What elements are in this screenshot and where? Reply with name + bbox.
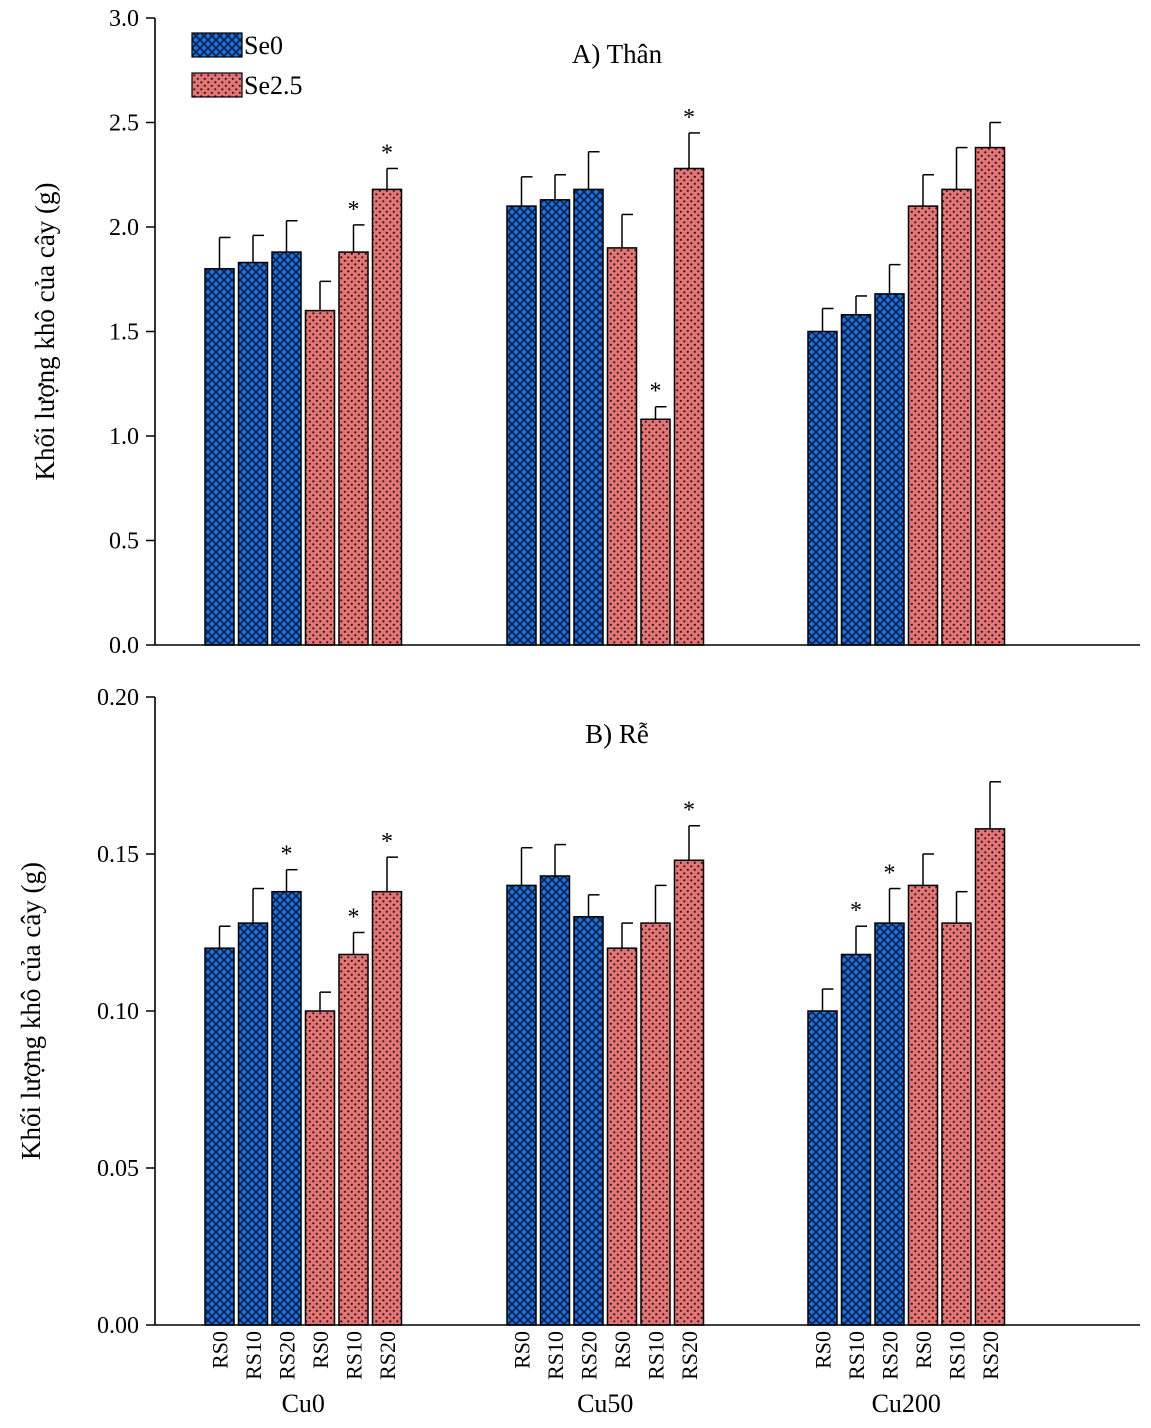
- panel-a: * * * * 0.0 0.5 1.0 1.5 2.0 2.5 3.0 Khối lượng khô …: [30, 6, 1140, 659]
- bar: [974, 828, 1006, 1326]
- y-tick-label: 0.0: [109, 633, 139, 659]
- x-axis-labels: RS0 RS10 RS20 RS0 RS10 RS20 Cu0 RS0 RS10 RS20 RS0 R…: [208, 1331, 1004, 1418]
- y-tick-label: 2.5: [109, 111, 139, 137]
- legend-swatch: [191, 72, 243, 98]
- bar: [338, 251, 369, 646]
- x-tick-label: RS0: [510, 1331, 535, 1369]
- x-tick-label: RS20: [978, 1331, 1003, 1380]
- bar: [840, 953, 872, 1326]
- bar: [204, 947, 235, 1326]
- bar: [506, 884, 537, 1326]
- significance-marker: *: [381, 829, 393, 855]
- bar: [907, 884, 939, 1326]
- bar: [874, 922, 905, 1326]
- bar: [974, 146, 1006, 646]
- bar: [237, 261, 269, 646]
- y-tick-label: 0.10: [97, 999, 139, 1025]
- bar: [573, 188, 604, 646]
- significance-marker: *: [650, 379, 662, 405]
- group-label: Cu0: [282, 1389, 325, 1418]
- bar: [506, 205, 537, 646]
- y-tick-label: 2.0: [109, 215, 139, 241]
- bar: [673, 859, 705, 1326]
- bar: [606, 247, 638, 646]
- bar: [539, 875, 571, 1326]
- x-tick-label: RS20: [375, 1331, 400, 1380]
- y-tick-label: 1.0: [109, 424, 139, 450]
- y-tick-label: 1.5: [109, 320, 139, 346]
- x-tick-label: RS0: [308, 1331, 333, 1369]
- significance-marker: *: [683, 105, 695, 131]
- bar: [204, 268, 235, 646]
- significance-marker: *: [850, 898, 862, 924]
- bar: [673, 167, 705, 646]
- x-tick-label: RS10: [241, 1331, 266, 1380]
- bar: [941, 188, 972, 646]
- x-tick-label: RS20: [878, 1331, 903, 1380]
- bar: [640, 922, 671, 1326]
- panel-title: B) Rễ: [585, 719, 649, 749]
- bar: [941, 922, 972, 1326]
- bar: [807, 1010, 838, 1326]
- bar: [271, 890, 302, 1326]
- x-tick-label: RS10: [945, 1331, 970, 1380]
- bar: [874, 293, 905, 646]
- bar: [606, 947, 638, 1326]
- x-tick-label: RS20: [677, 1331, 702, 1380]
- bar: [840, 314, 872, 646]
- significance-marker: *: [683, 798, 695, 824]
- bar: [338, 953, 369, 1326]
- y-tick-label: 0.05: [97, 1156, 139, 1182]
- y-tick-label: 0.00: [97, 1313, 139, 1339]
- x-tick-label: RS20: [577, 1331, 602, 1380]
- y-axis-title: Khối lượng khô của cây (g): [30, 182, 60, 480]
- significance-marker: *: [884, 861, 896, 887]
- y-tick-label: 0.20: [97, 685, 139, 711]
- bar: [271, 251, 302, 646]
- x-tick-label: RS10: [644, 1331, 669, 1380]
- x-tick-label: RS10: [543, 1331, 568, 1380]
- legend-swatch: [191, 32, 243, 58]
- y-tick-label: 0.15: [97, 842, 139, 868]
- significance-marker: *: [348, 905, 360, 931]
- significance-marker: *: [381, 140, 393, 166]
- x-tick-label: RS10: [342, 1331, 367, 1380]
- bar: [573, 916, 604, 1326]
- significance-marker: *: [348, 197, 360, 223]
- legend: Se0 Se2.5: [191, 31, 303, 100]
- bar: [907, 205, 939, 646]
- bar: [371, 890, 403, 1326]
- x-tick-label: RS0: [208, 1331, 233, 1369]
- bar: [539, 199, 571, 646]
- bar: [807, 330, 838, 646]
- x-tick-label: RS20: [275, 1331, 300, 1380]
- bar: [237, 922, 269, 1326]
- panel-title: A) Thân: [572, 39, 663, 69]
- bar: [304, 1010, 336, 1326]
- legend-label: Se2.5: [244, 71, 303, 100]
- significance-marker: *: [281, 842, 293, 868]
- x-tick-label: RS0: [610, 1331, 635, 1369]
- panel-b: * * * * * * 0.00 0.05 0.10 0.15 0.20 Khối lượng khô…: [16, 685, 1140, 1339]
- y-axis-title: Khối lượng khô của cây (g): [16, 862, 46, 1160]
- y-tick-label: 3.0: [109, 6, 139, 32]
- x-tick-label: RS0: [811, 1331, 836, 1369]
- y-tick-label: 0.5: [109, 529, 139, 555]
- bar: [371, 188, 403, 646]
- x-tick-label: RS0: [911, 1331, 936, 1369]
- group-label: Cu200: [872, 1389, 941, 1418]
- bar: [304, 309, 336, 646]
- x-tick-label: RS10: [844, 1331, 869, 1380]
- bar: [640, 418, 671, 646]
- legend-label: Se0: [244, 31, 283, 60]
- group-label: Cu50: [577, 1389, 633, 1418]
